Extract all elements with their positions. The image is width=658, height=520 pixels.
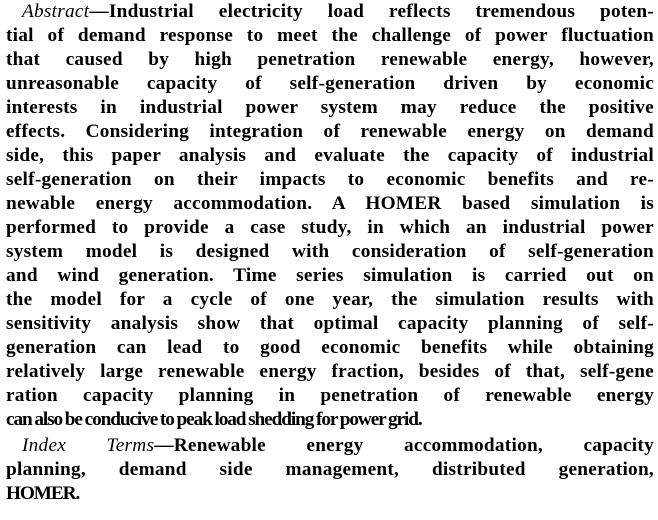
abstract-line-17: ration capacity planning in penetration … — [6, 385, 654, 406]
abstract-line-18: can also be conducive to peak load shedd… — [6, 409, 423, 430]
abstract-line-4: unreasonable capacity of self-generation… — [6, 73, 654, 94]
abstract-line-11: system model is designed with considerat… — [6, 241, 654, 262]
index-terms-line-2: planning, demand side management, distri… — [6, 459, 654, 480]
abstract-line-1-text: —Industrial electricity load reflects tr… — [89, 1, 654, 22]
index-terms-line-1: Index Terms—Renewable energy accommodati… — [22, 434, 654, 458]
index-terms-line-1-text: —Renewable energy accommodation, capacit… — [154, 435, 654, 456]
abstract-line-8: self-generation on their impacts to econ… — [6, 169, 654, 190]
abstract-line-10: performed to provide a case study, in wh… — [6, 217, 654, 238]
abstract-label: Abstract — [22, 1, 90, 22]
abstract-line-3: that caused by high penetration renewabl… — [6, 49, 654, 70]
abstract-line-1: Abstract—Industrial electricity load ref… — [22, 0, 654, 24]
abstract-line-6: effects. Considering integration of rene… — [6, 121, 654, 142]
abstract-line-7: side, this paper analysis and evaluate t… — [6, 145, 654, 166]
abstract-line-15: generation can lead to good economic ben… — [6, 337, 654, 358]
abstract-line-14: sensitivity analysis show that optimal c… — [6, 313, 654, 334]
abstract-line-12: and wind generation. Time series simulat… — [6, 265, 654, 286]
index-terms-label: Index Terms — [22, 435, 155, 456]
abstract-line-5: interests in industrial power system may… — [6, 97, 654, 118]
abstract-line-2: tial of demand response to meet the chal… — [6, 25, 654, 46]
abstract-line-16: relatively large renewable energy fracti… — [6, 361, 654, 382]
abstract-line-13: the model for a cycle of one year, the s… — [6, 289, 654, 310]
abstract-line-9: newable energy accommodation. A HOMER ba… — [6, 193, 654, 214]
index-terms-line-3: HOMER. — [6, 483, 80, 504]
